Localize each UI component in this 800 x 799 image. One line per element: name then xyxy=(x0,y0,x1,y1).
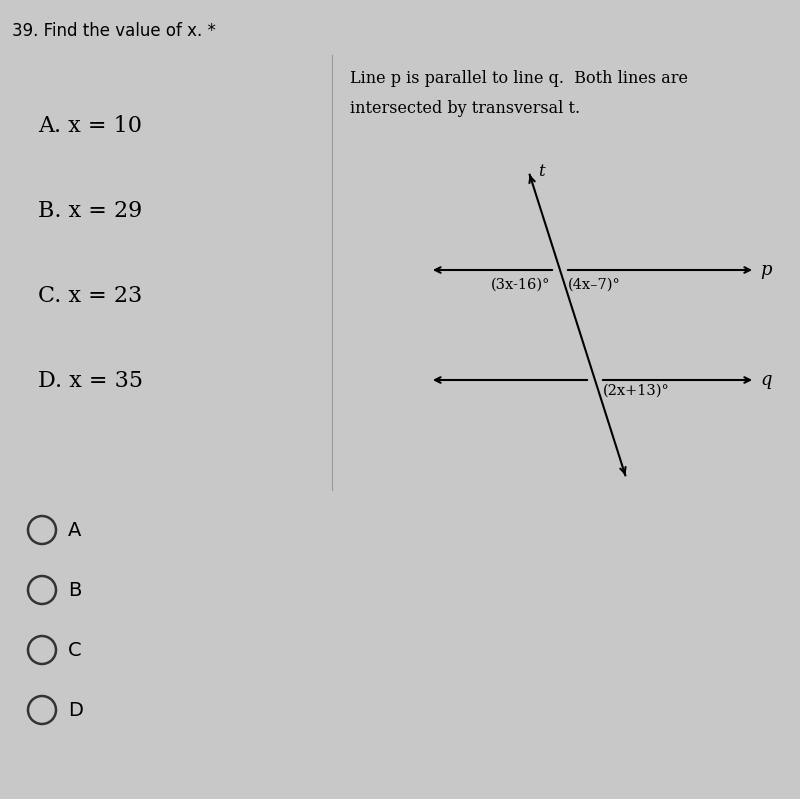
Text: 39. Find the value of x. *: 39. Find the value of x. * xyxy=(12,22,216,40)
Text: (2x+13)°: (2x+13)° xyxy=(603,384,670,398)
Text: B: B xyxy=(68,581,82,599)
Text: p: p xyxy=(760,261,771,279)
Circle shape xyxy=(28,516,56,544)
Text: D. x = 35: D. x = 35 xyxy=(38,370,143,392)
Text: B. x = 29: B. x = 29 xyxy=(38,200,142,222)
Circle shape xyxy=(28,576,56,604)
Text: A. x = 10: A. x = 10 xyxy=(38,115,142,137)
Text: (4x–7)°: (4x–7)° xyxy=(568,278,621,292)
Text: Line p is parallel to line q.  Both lines are: Line p is parallel to line q. Both lines… xyxy=(350,70,688,87)
Text: C: C xyxy=(68,641,82,659)
Text: intersected by transversal t.: intersected by transversal t. xyxy=(350,100,580,117)
Text: q: q xyxy=(760,371,771,389)
Text: D: D xyxy=(68,701,83,720)
Text: A: A xyxy=(68,520,82,539)
Circle shape xyxy=(28,696,56,724)
Circle shape xyxy=(28,636,56,664)
Text: (3x-16)°: (3x-16)° xyxy=(490,278,550,292)
Text: C. x = 23: C. x = 23 xyxy=(38,285,142,307)
Text: t: t xyxy=(538,163,544,180)
